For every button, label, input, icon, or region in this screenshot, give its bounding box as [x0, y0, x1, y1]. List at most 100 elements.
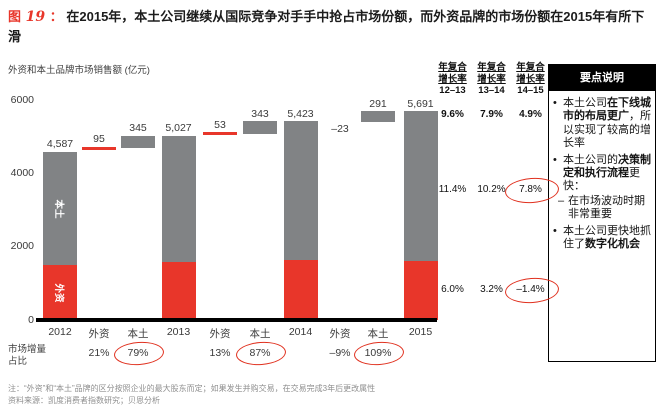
x-axis-label: 2014: [288, 325, 313, 338]
cagr-value: 7.8%: [519, 183, 542, 195]
bullet-text-bold-segment: 决策制定和执行流程: [563, 153, 651, 180]
y-axis-tick: 6000: [10, 93, 34, 106]
cagr-column-header: 年复合 增长率 14–15: [505, 62, 557, 97]
panel-sub-bullet: – 在市场波动时期非常重要: [558, 195, 651, 222]
bullet-marker: •: [553, 97, 557, 109]
cagr-column-header: 年复合 增长率 12–13: [427, 62, 479, 97]
bar-value-label: 5,423: [287, 107, 314, 120]
bar-segment-foreign-2012: [43, 265, 77, 320]
bullet-text-segment: ，所以实现了较高的增长率: [563, 110, 651, 150]
share-value: 13%: [209, 346, 231, 359]
cagr-header-line: 增长率: [477, 73, 506, 85]
cagr-value: 9.6%: [441, 108, 464, 120]
bar-segment-foreign-2015: [403, 260, 438, 320]
delta-value-label: 53: [214, 118, 226, 131]
figure-title: 在2015年，本土公司继续从国际竞争对手手中抢占市场份额，而外资品牌的市场份额在…: [8, 9, 645, 44]
x-axis-label: 外资: [209, 327, 231, 340]
bullet-text-segment: 本土公司的: [563, 153, 618, 166]
figure-header: 图 19 ： 在2015年，本土公司继续从国际竞争对手手中抢占市场份额，而外资品…: [8, 7, 654, 46]
local-delta-bar: [361, 111, 395, 122]
key-points-panel-body: • 本土公司在下线城市的布局更广，所以实现了较高的增长率 • 本土公司的决策制定和执行…: [549, 91, 655, 251]
bar-segment-foreign-2014: [283, 259, 318, 320]
bullet-text-segment: 本土公司更快地抓住了: [563, 224, 651, 251]
bar-segment-local-2014: [283, 121, 318, 260]
y-axis-tick: 0: [28, 313, 34, 326]
bullet-text-bold-segment: 数字化机会: [585, 238, 640, 251]
y-axis-tick: 4000: [10, 166, 34, 179]
bullet-text-segment: 本土公司: [563, 97, 607, 109]
share-value: –9%: [329, 346, 351, 359]
chart-y-axis-title: 外资和本土品牌市场销售额 (亿元): [8, 65, 150, 76]
panel-bullet: • 本土公司更快地抓住了数字化机会: [553, 225, 651, 252]
cagr-value: 7.9%: [480, 108, 503, 120]
highlight-ellipse: [353, 340, 405, 367]
cagr-header-line: 年复合: [477, 62, 506, 73]
bar-segment-local-2015: [403, 111, 438, 261]
delta-value-label: 345: [129, 122, 147, 135]
cagr-value: 6.0%: [441, 283, 464, 295]
inside-bar-label-local: 本土: [53, 199, 64, 219]
cagr-header-line: 增长率: [516, 73, 545, 85]
panel-bullet: • 本土公司的决策制定和执行流程更快：: [553, 154, 651, 194]
bullet-marker: –: [558, 194, 565, 207]
share-row-label-line2: 占比: [8, 355, 28, 367]
cagr-header-line: 年复合: [438, 62, 467, 73]
highlight-ellipse: [113, 340, 165, 367]
bullet-text-segment: 在市场波动时期非常重要: [568, 194, 645, 221]
foreign-delta-line: [203, 132, 237, 136]
share-value: 79%: [127, 346, 149, 359]
inside-bar-label-foreign: 外资: [53, 283, 64, 303]
bullet-text-bold-segment: 在下线城市的布局更广: [563, 97, 651, 123]
figure-label: 图: [8, 9, 22, 24]
y-axis-tick: 2000: [10, 240, 34, 253]
cagr-header-line: 增长率: [438, 73, 467, 85]
share-row-label: 市场增量 占比: [8, 344, 46, 367]
bullet-text: 本土公司更快地抓住了数字化机会: [563, 225, 651, 252]
bullet-text: 本土公司在下线城市的布局更广，所以实现了较高的增长率: [563, 97, 651, 151]
key-points-panel: 要点说明 • 本土公司在下线城市的布局更广，所以实现了较高的增长率 • 本土公司的决策…: [548, 64, 656, 362]
key-points-panel-title: 要点说明: [549, 65, 655, 91]
x-axis-line: [36, 318, 437, 322]
panel-bullet: • 本土公司在下线城市的布局更广，所以实现了较高的增长率: [553, 97, 651, 151]
cagr-value: 10.2%: [477, 183, 506, 195]
x-axis-label: 2015: [408, 325, 433, 338]
footnote-note: 注：“外资”和“本土”品牌的区分按照企业的最大股东而定；如果发生并购交易，在交易…: [8, 384, 376, 393]
figure-number: 19: [25, 9, 46, 25]
bullet-text: 在市场波动时期非常重要: [568, 195, 651, 222]
x-axis-label: 2013: [166, 325, 191, 338]
bullet-marker: •: [553, 153, 557, 166]
footnotes: 注：“外资”和“本土”品牌的区分按照企业的最大股东而定；如果发生并购交易，在交易…: [8, 383, 608, 406]
share-row-label-line1: 市场增量: [8, 344, 47, 355]
bullet-text: 本土公司的决策制定和执行流程更快：: [563, 154, 651, 194]
cagr-header-line: 年复合: [516, 62, 545, 73]
bar-value-label: 4,587: [46, 138, 74, 151]
footnote-source: 资料来源：凯度消费者指数研究；贝恩分析: [8, 395, 160, 405]
delta-value-label: 95: [93, 133, 105, 146]
cagr-value: 4.9%: [519, 108, 542, 120]
local-delta-bar: [121, 135, 155, 149]
bar-value-label: 5,691: [407, 97, 434, 110]
bullet-marker: •: [553, 224, 557, 237]
cagr-header-period: 14–15: [517, 85, 544, 96]
x-axis-label: 本土: [127, 327, 149, 340]
cagr-value: –1.4%: [516, 283, 545, 295]
cagr-value: 11.4%: [438, 183, 467, 195]
share-value: 21%: [88, 346, 110, 359]
share-value: 109%: [364, 346, 392, 359]
x-axis-label: 本土: [367, 327, 389, 340]
foreign-delta-line: [82, 146, 116, 150]
cagr-value: 3.2%: [480, 283, 503, 295]
figure-colon: ：: [49, 9, 63, 24]
x-axis-label: 外资: [329, 327, 351, 340]
delta-value-label: 291: [369, 97, 387, 110]
delta-value-label: –23: [331, 123, 349, 135]
bar-segment-local-2012: [43, 151, 77, 266]
x-axis-label: 外资: [88, 327, 110, 340]
x-axis-label: 2012: [48, 325, 72, 338]
local-delta-bar: [243, 121, 277, 134]
delta-value-label: 343: [251, 107, 269, 120]
cagr-header-period: 12–13: [439, 85, 466, 96]
bar-segment-foreign-2013: [161, 261, 196, 320]
